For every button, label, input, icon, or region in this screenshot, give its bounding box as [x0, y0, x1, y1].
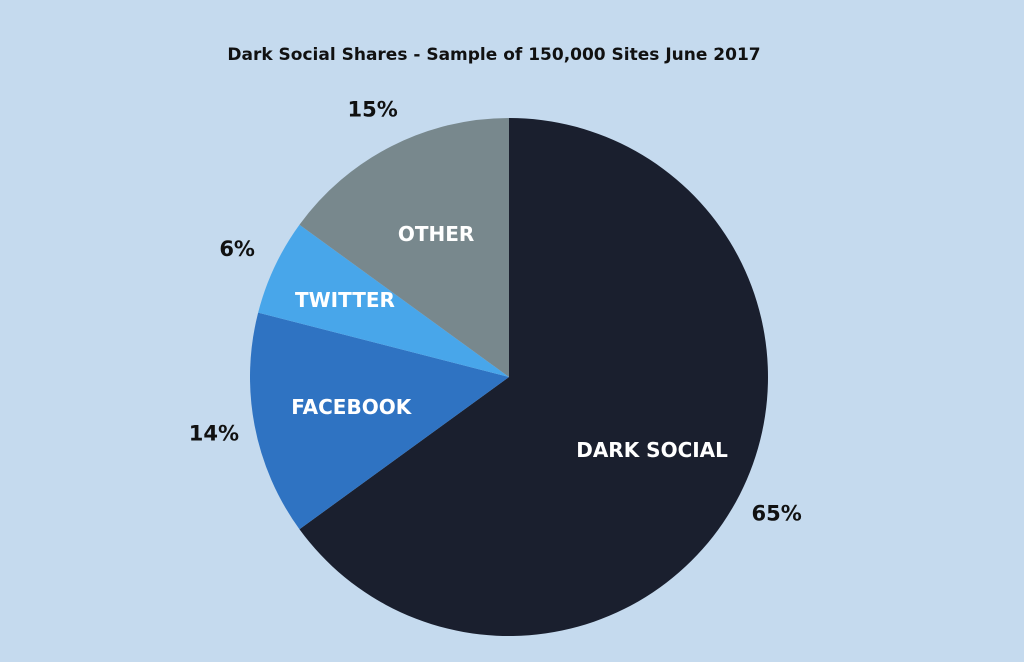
value-label-twitter: 6%	[219, 237, 255, 261]
pie-labels: DARK SOCIAL 65% FACEBOOK 14% TWITTER 6% OTHER 1…	[189, 97, 802, 525]
value-label-facebook: 14%	[189, 421, 239, 445]
chart-title: Dark Social Shares - Sample of 150,000 S…	[227, 45, 760, 65]
slice-label-twitter: TWITTER	[295, 288, 395, 312]
pie-slices	[250, 118, 768, 636]
slice-dark-social	[299, 118, 768, 636]
slice-label-dark-social: DARK SOCIAL	[576, 438, 728, 462]
slice-label-other: OTHER	[398, 222, 474, 246]
value-label-other: 15%	[347, 97, 397, 121]
slice-twitter	[258, 224, 509, 377]
slice-label-facebook: FACEBOOK	[291, 395, 412, 419]
slice-facebook	[250, 312, 509, 530]
slice-other	[299, 118, 509, 377]
value-label-dark-social: 65%	[752, 501, 802, 525]
